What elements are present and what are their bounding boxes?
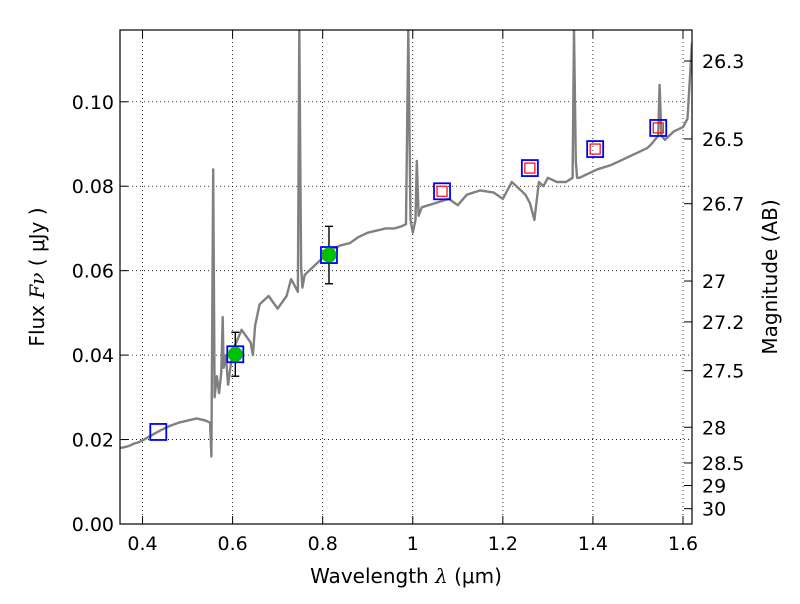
x-tick-label: 0.4 — [127, 533, 157, 555]
y-tick-label: 0.02 — [72, 430, 114, 452]
y-axis-right-label: Magnitude (AB) — [758, 199, 782, 354]
tick-layer: 0.4 0.6 0.8 1 1.2 1.4 1.6 0.00 0.02 0.04 0.06 0.08 0… — [72, 30, 744, 555]
limit-square-marker — [652, 122, 664, 134]
model-square-marker — [520, 159, 539, 177]
x-tick-label: 1.6 — [668, 533, 698, 555]
mag-tick-label: 28.5 — [702, 453, 744, 475]
mag-tick-label: 27.2 — [702, 312, 744, 334]
mag-tick-label: 27.5 — [702, 361, 744, 383]
mag-tick-label: 28 — [702, 417, 726, 439]
mag-tick-label: 29 — [702, 475, 726, 497]
x-tick-label: 0.8 — [308, 533, 338, 555]
model-square-marker — [433, 182, 451, 201]
y-tick-label: 0.10 — [72, 92, 114, 114]
mag-tick-label: 30 — [702, 499, 726, 521]
model-square-marker — [586, 140, 605, 158]
x-tick-label: 1.4 — [578, 533, 608, 555]
mag-tick-label: 26.3 — [702, 51, 744, 73]
observed-point — [321, 247, 337, 263]
limit-square-marker — [589, 143, 601, 155]
mag-tick-label: 26.7 — [702, 194, 744, 216]
model-square-marker — [226, 345, 245, 364]
observed-point — [227, 346, 243, 362]
marker-layer — [149, 119, 668, 441]
y-tick-label: 0.06 — [72, 261, 114, 283]
mag-tick-label: 26.5 — [702, 129, 744, 151]
spectrum-layer — [120, 30, 692, 458]
mag-tick-label: 27 — [702, 271, 726, 293]
model-square-marker — [649, 119, 668, 137]
model-square-marker — [320, 246, 338, 264]
x-axis-label: Wavelength λ (μm) — [310, 564, 502, 588]
x-tick-label: 1.2 — [488, 533, 518, 555]
x-tick-label: 1 — [407, 533, 419, 555]
plot-frame — [119, 29, 693, 525]
spectrum-line — [120, 30, 692, 458]
y-tick-label: 0.00 — [72, 514, 114, 536]
y-tick-label: 0.08 — [72, 176, 114, 198]
model-square-marker — [149, 423, 168, 441]
grid-lines — [120, 30, 692, 525]
x-tick-label: 0.6 — [217, 533, 247, 555]
y-axis-label: Flux Fν ( μJy ) — [25, 207, 49, 346]
limit-square-marker — [524, 162, 536, 174]
limit-square-marker — [436, 185, 448, 197]
y-tick-label: 0.04 — [72, 345, 114, 367]
